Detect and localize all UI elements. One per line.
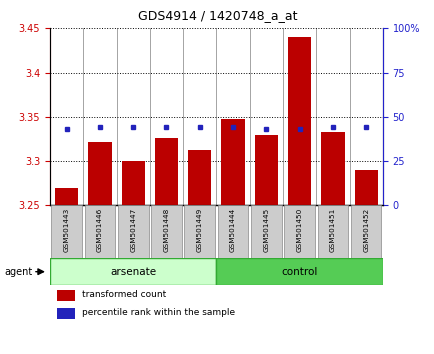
Bar [287,37,311,205]
Bar [184,205,214,258]
Text: percentile rank within the sample: percentile rank within the sample [82,308,234,317]
Bar [56,290,75,301]
Text: agent: agent [4,267,33,277]
Bar [118,205,148,258]
Bar [250,205,281,258]
Bar [254,135,277,205]
Bar [55,188,78,205]
Bar [216,258,382,285]
Bar [155,138,178,205]
Text: GSM501447: GSM501447 [130,208,136,252]
Bar [317,205,347,258]
Bar [50,258,216,285]
Bar [217,205,248,258]
Text: GDS4914 / 1420748_a_at: GDS4914 / 1420748_a_at [138,9,296,22]
Bar [151,205,181,258]
Bar [284,205,314,258]
Bar [320,132,344,205]
Bar [354,170,377,205]
Text: GSM501446: GSM501446 [97,208,103,252]
Text: GSM501450: GSM501450 [296,208,302,252]
Text: control: control [281,267,317,277]
Text: GSM501451: GSM501451 [329,208,335,252]
Bar [51,205,82,258]
Bar [85,205,115,258]
Bar [350,205,381,258]
Text: GSM501448: GSM501448 [163,208,169,252]
Text: GSM501444: GSM501444 [230,208,236,252]
Bar [221,119,244,205]
Text: GSM501452: GSM501452 [362,208,368,252]
Text: GSM501449: GSM501449 [196,208,202,252]
Bar [121,161,145,205]
Text: arsenate: arsenate [110,267,156,277]
Text: GSM501445: GSM501445 [263,208,269,252]
Bar [56,308,75,319]
Bar [187,150,211,205]
Text: GSM501443: GSM501443 [63,208,69,252]
Text: transformed count: transformed count [82,290,165,299]
Bar [88,142,112,205]
